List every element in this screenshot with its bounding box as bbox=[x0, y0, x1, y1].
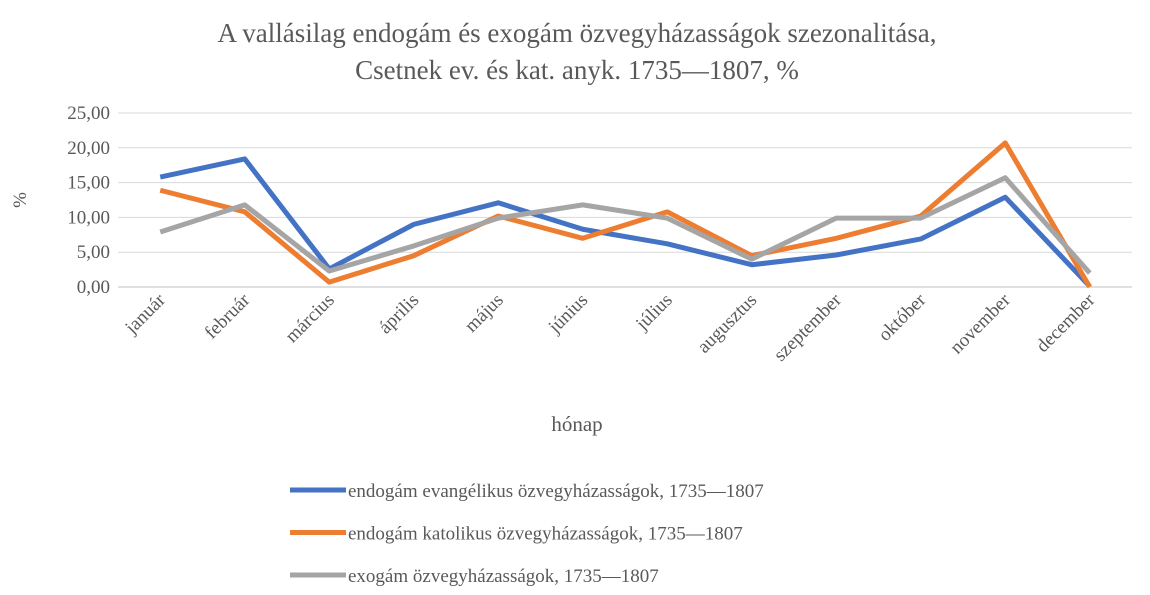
x-tick-label: július bbox=[631, 290, 676, 335]
x-tick-label: április bbox=[375, 290, 423, 338]
y-tick-label: 10,00 bbox=[67, 207, 110, 228]
series-line bbox=[159, 140, 1092, 289]
x-tick-label: május bbox=[461, 290, 508, 337]
x-tick-label: december bbox=[1032, 289, 1100, 357]
y-tick-label: 5,00 bbox=[77, 242, 110, 263]
x-tick-label: szeptember bbox=[770, 289, 846, 365]
chart-title: A vallásilag endogám és exogám özvegyház… bbox=[218, 18, 937, 48]
series-line bbox=[159, 156, 1092, 289]
x-tick-label: augusztus bbox=[693, 290, 761, 358]
chart-subtitle: Csetnek ev. és kat. anyk. 1735—1807, % bbox=[355, 55, 799, 85]
x-tick-label: november bbox=[946, 289, 1015, 358]
legend-label: endogám katolikus özvegyházasságok, 1735… bbox=[348, 524, 743, 545]
legend-label: endogám evangélikus özvegyházasságok, 17… bbox=[348, 481, 764, 502]
x-tick-label: március bbox=[281, 290, 338, 347]
x-axis-label: hónap bbox=[551, 412, 602, 436]
y-tick-label: 25,00 bbox=[67, 103, 110, 124]
x-tick-label: február bbox=[201, 289, 255, 343]
y-tick-label: 0,00 bbox=[77, 277, 110, 298]
legend-label: exogám özvegyházasságok, 1735—1807 bbox=[348, 566, 659, 587]
x-tick-label: október bbox=[874, 289, 930, 345]
y-axis-label: % bbox=[10, 192, 31, 208]
y-tick-label: 15,00 bbox=[67, 173, 110, 194]
x-tick-label: január bbox=[121, 289, 171, 339]
series-line bbox=[159, 175, 1092, 275]
x-tick-label: június bbox=[544, 290, 592, 338]
y-tick-label: 20,00 bbox=[67, 138, 110, 159]
